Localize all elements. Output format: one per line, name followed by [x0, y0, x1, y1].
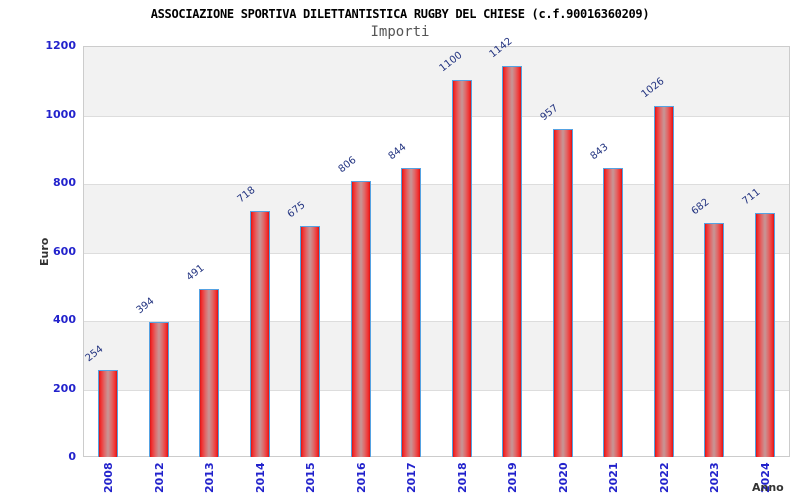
x-tick-label: 2017	[405, 462, 419, 493]
bar-2008	[98, 370, 119, 457]
bar-2014	[249, 211, 270, 457]
x-tick-label: 2013	[203, 462, 217, 493]
plot-band-gray	[84, 47, 789, 116]
x-tick-label: 2021	[607, 462, 621, 493]
bar-2013	[199, 288, 220, 457]
x-tick-label: 2022	[657, 462, 671, 493]
chart-title: ASSOCIAZIONE SPORTIVA DILETTANTISTICA RU…	[150, 7, 650, 21]
chart-subtitle: Importi	[370, 24, 430, 40]
bar-2021	[603, 168, 624, 457]
x-tick-label: 2008	[102, 462, 116, 493]
plot-band-gray	[84, 184, 789, 253]
bar-2018	[451, 80, 472, 457]
y-tick-label: 600	[53, 244, 76, 258]
x-tick-label: 2020	[556, 462, 570, 493]
x-tick-label: 2012	[152, 462, 166, 493]
y-tick-label: 800	[53, 176, 76, 189]
plot-band-gray	[84, 321, 789, 390]
y-axis-label: Euro	[38, 237, 51, 266]
bar-2020	[552, 129, 573, 457]
gridline	[84, 252, 789, 254]
x-axis-label: Anno	[752, 481, 784, 494]
y-tick-label: 1000	[45, 107, 76, 121]
gridline	[84, 184, 789, 185]
bar-2015	[300, 225, 321, 457]
x-tick-label: 2023	[708, 462, 722, 493]
x-tick-label: 2019	[506, 462, 520, 493]
x-tick-label: 2018	[455, 462, 469, 493]
y-tick-label: 0	[68, 450, 76, 463]
bar-2017	[401, 167, 422, 457]
bar-2016	[350, 180, 371, 457]
x-tick-label: 2014	[253, 462, 267, 493]
bar-2022	[653, 105, 674, 457]
y-tick-label: 200	[53, 381, 76, 395]
gridline	[84, 115, 789, 117]
y-tick-label: 400	[53, 313, 76, 326]
x-tick-label: 2016	[354, 462, 368, 493]
gridline	[84, 389, 789, 391]
plot-area	[83, 46, 790, 457]
gridline	[84, 321, 789, 322]
bar-2019	[502, 65, 523, 457]
bar-2012	[148, 322, 169, 457]
y-tick-label: 1200	[45, 39, 76, 52]
bar-2023	[704, 223, 725, 457]
bar-2024	[754, 213, 775, 457]
x-tick-label: 2015	[304, 462, 318, 493]
